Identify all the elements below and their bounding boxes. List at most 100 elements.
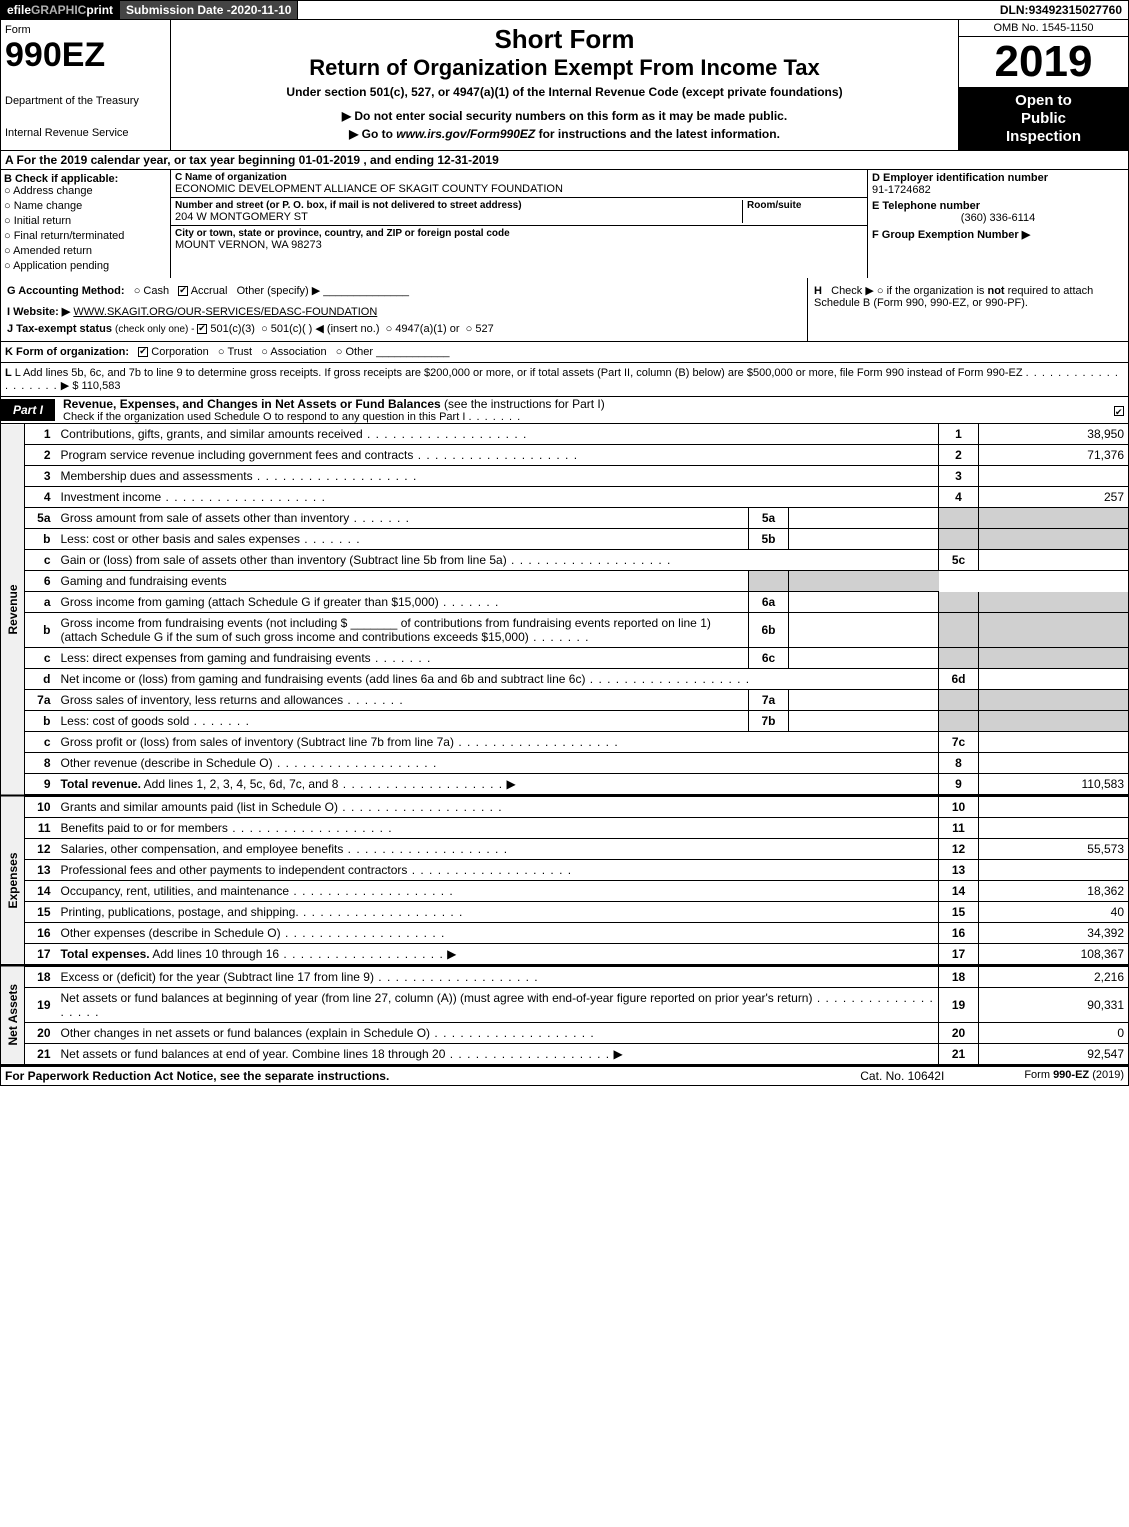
h-text: Check ▶ ○ if the organization is: [831, 285, 987, 297]
ssn-note: ▶ Do not enter social security numbers o…: [175, 109, 954, 123]
top-bar: efile GRAPHIC print Submission Date - 20…: [0, 0, 1129, 20]
line-desc: Printing, publications, postage, and shi…: [57, 902, 939, 923]
cb-amended-return[interactable]: Amended return: [4, 245, 167, 257]
phone-cell: E Telephone number (360) 336-6114: [868, 198, 1128, 226]
shade-cell: [749, 571, 789, 592]
line-number: 1: [25, 424, 57, 445]
cb-initial-return[interactable]: Initial return: [4, 215, 167, 227]
tax-exempt-row: J Tax-exempt status (check only one) - 5…: [7, 322, 801, 335]
group-exemption-label: F Group Exemption Number ▶: [872, 228, 1124, 241]
cb-address-change[interactable]: Address change: [4, 185, 167, 197]
line-ref: 2: [939, 445, 979, 466]
shade-cell: [939, 711, 979, 732]
line-desc: Gaming and fundraising events: [57, 571, 749, 592]
l-text: L Add lines 5b, 6c, and 7b to line 9 to …: [15, 367, 1023, 379]
under-section: Under section 501(c), 527, or 4947(a)(1)…: [175, 85, 954, 99]
k-corp-check[interactable]: [138, 347, 148, 357]
leader-dots: [343, 842, 508, 856]
table-row: bGross income from fundraising events (n…: [1, 613, 1129, 648]
leader-dots: [338, 777, 503, 791]
acc-cash[interactable]: Cash: [143, 285, 169, 297]
inner-line-value: [789, 690, 939, 711]
inner-line-value: [789, 508, 939, 529]
line-value: [979, 669, 1129, 690]
ein-label: D Employer identification number: [872, 172, 1124, 184]
footer-center: Cat. No. 10642I: [860, 1069, 944, 1083]
ein-cell: D Employer identification number 91-1724…: [868, 170, 1128, 198]
part1-title: Revenue, Expenses, and Changes in Net As…: [55, 397, 1114, 423]
k-corp: Corporation: [151, 346, 208, 358]
inner-line-value: [789, 648, 939, 669]
city-value: MOUNT VERNON, WA 98273: [175, 239, 863, 251]
line-desc: Gross amount from sale of assets other t…: [57, 508, 749, 529]
form-header: Form 990EZ Department of the Treasury In…: [0, 20, 1129, 151]
line-desc: Gross income from fundraising events (no…: [57, 613, 749, 648]
line-value: 92,547: [979, 1044, 1129, 1065]
dln-label: DLN:: [1000, 3, 1029, 17]
line-desc: Net assets or fund balances at beginning…: [57, 988, 939, 1023]
efile-prefix: efile: [7, 3, 31, 17]
leader-dots: [338, 800, 503, 814]
line-value: 108,367: [979, 944, 1129, 965]
table-row: 3Membership dues and assessments3: [1, 466, 1129, 487]
expenses-table: Expenses10Grants and similar amounts pai…: [0, 795, 1129, 965]
line-desc: Benefits paid to or for members: [57, 818, 939, 839]
leader-dots: [454, 735, 619, 749]
table-row: Revenue1Contributions, gifts, grants, an…: [1, 424, 1129, 445]
leader-dots: [585, 672, 750, 686]
part1-header: Part I Revenue, Expenses, and Changes in…: [0, 397, 1129, 424]
row-g-left: G Accounting Method: ○ Cash Accrual Othe…: [1, 278, 808, 341]
tax-527: 527: [475, 323, 493, 335]
cb-application-pending[interactable]: Application pending: [4, 260, 167, 272]
line-number: 18: [25, 966, 57, 988]
line-number: b: [25, 711, 57, 732]
footer-right: Form 990-EZ (2019): [1024, 1069, 1124, 1083]
line-desc: Total expenses. Add lines 10 through 16 …: [57, 944, 939, 965]
part1-title-note: (see the instructions for Part I): [444, 397, 605, 411]
inner-line-value: [789, 711, 939, 732]
acc-accrual-check[interactable]: [178, 286, 188, 296]
shade-cell: [979, 711, 1129, 732]
table-row: 5aGross amount from sale of assets other…: [1, 508, 1129, 529]
tax-501c3: 501(c)(3): [210, 323, 255, 335]
line-number: 20: [25, 1023, 57, 1044]
inner-line-label: 6c: [749, 648, 789, 669]
side-label: Net Assets: [1, 966, 25, 1065]
line-ref: 20: [939, 1023, 979, 1044]
inner-line-label: 5a: [749, 508, 789, 529]
k-assoc: Association: [270, 346, 326, 358]
header-right: OMB No. 1545-1150 2019 Open to Public In…: [958, 20, 1128, 150]
part1-checkbox[interactable]: [1114, 403, 1128, 417]
col-c-org-info: C Name of organization ECONOMIC DEVELOPM…: [171, 170, 868, 278]
goto-link[interactable]: www.irs.gov/Form990EZ: [396, 127, 535, 141]
leader-dots: [349, 511, 410, 525]
tax-501c3-check[interactable]: [197, 324, 207, 334]
line-number: 12: [25, 839, 57, 860]
leader-dots: [507, 553, 672, 567]
k-label: K Form of organization:: [5, 346, 129, 358]
line-number: c: [25, 732, 57, 753]
org-name-cell: C Name of organization ECONOMIC DEVELOPM…: [171, 170, 867, 198]
line-value: [979, 860, 1129, 881]
line-value: 110,583: [979, 774, 1129, 795]
website-link[interactable]: WWW.SKAGIT.ORG/OUR-SERVICES/EDASC-FOUNDA…: [73, 306, 377, 318]
table-row: cLess: direct expenses from gaming and f…: [1, 648, 1129, 669]
row-a-tax-year: A For the 2019 calendar year, or tax yea…: [0, 151, 1129, 170]
efile-badge[interactable]: efile GRAPHIC print: [1, 1, 120, 19]
tax-note: (check only one) -: [115, 324, 197, 335]
line-ref: 16: [939, 923, 979, 944]
cb-name-change[interactable]: Name change: [4, 200, 167, 212]
line-ref: 1: [939, 424, 979, 445]
cb-final-return[interactable]: Final return/terminated: [4, 230, 167, 242]
table-row: 20Other changes in net assets or fund ba…: [1, 1023, 1129, 1044]
website-row: I Website: ▶ WWW.SKAGIT.ORG/OUR-SERVICES…: [7, 305, 801, 318]
line-value: [979, 753, 1129, 774]
table-row: 21Net assets or fund balances at end of …: [1, 1044, 1129, 1065]
col-b-checkboxes: B Check if applicable: Address change Na…: [1, 170, 171, 278]
table-row: 16Other expenses (describe in Schedule O…: [1, 923, 1129, 944]
leader-dots: [413, 448, 578, 462]
line-value: [979, 818, 1129, 839]
line-ref: 15: [939, 902, 979, 923]
line-number: b: [25, 613, 57, 648]
table-row: 17Total expenses. Add lines 10 through 1…: [1, 944, 1129, 965]
